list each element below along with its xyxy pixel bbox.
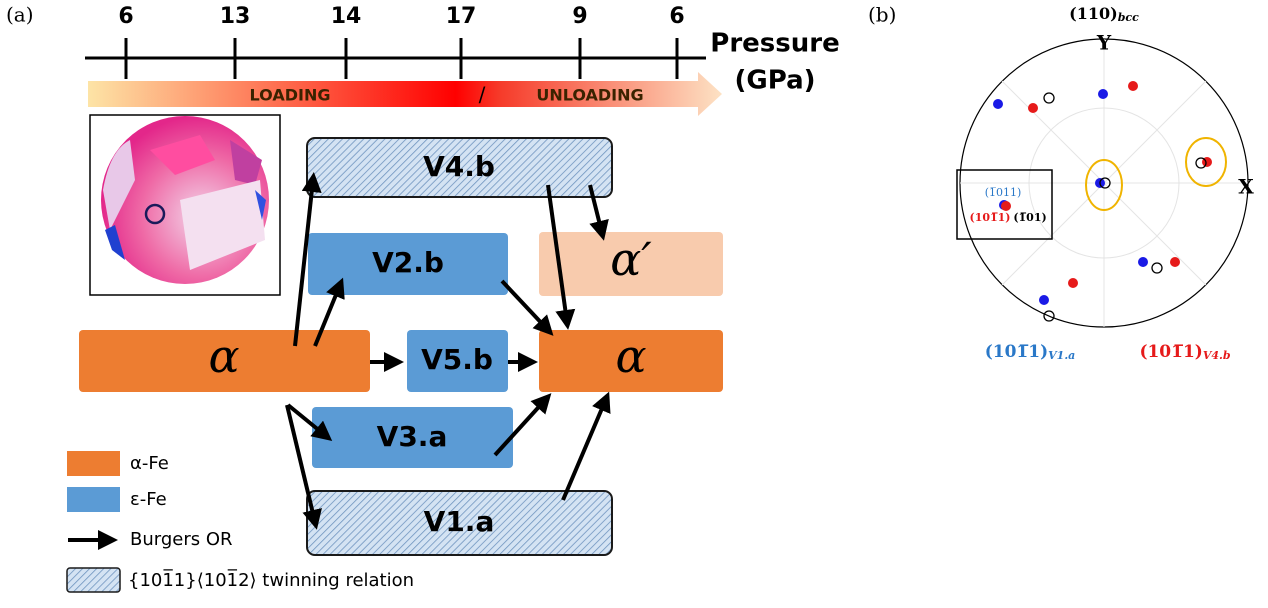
box-label: V3.a: [377, 420, 448, 453]
legend-label: Burgers OR: [130, 529, 233, 550]
unloading-label: UNLOADING: [536, 86, 643, 105]
legend-swatch: [67, 568, 120, 592]
pole-red: [1068, 278, 1078, 288]
panel-label: (a): [6, 3, 34, 27]
box-label: α: [208, 329, 239, 383]
pressure-tick-label: 6: [669, 4, 684, 29]
box-label: α′: [610, 232, 652, 286]
pole-blue: [993, 99, 1003, 109]
pole-open: [1152, 263, 1162, 273]
page: {"panel_a": { "label": "(a)", "pressure"…: [0, 0, 1268, 604]
legend-label: α-Fe: [130, 453, 169, 474]
box-label: V5.b: [421, 343, 493, 376]
inset-label-black: (1̅01): [1013, 211, 1046, 224]
legend-sub: V4.b: [1203, 349, 1231, 362]
loading-label: LOADING: [250, 86, 331, 105]
arrow: [563, 399, 606, 500]
pressure-tick-label: 17: [446, 4, 477, 29]
legend-swatch: [67, 487, 120, 512]
axis-label: Y: [1096, 31, 1112, 55]
pole-red: [1128, 81, 1138, 91]
pole-red: [1001, 201, 1011, 211]
pole-blue: [1039, 295, 1049, 305]
box-label: V1.a: [424, 505, 495, 538]
legend-text: (101̅1): [1139, 342, 1202, 362]
box-label: V2.b: [372, 246, 444, 279]
separator: /: [479, 83, 486, 107]
pole-text: (110): [1069, 4, 1118, 23]
pole-open: [1044, 93, 1054, 103]
pressure-tick-label: 14: [331, 4, 362, 29]
box-label: V4.b: [423, 150, 495, 183]
pressure-tick-label: 9: [572, 4, 587, 29]
pole-sub: bcc: [1118, 11, 1139, 24]
legend-label: {101̅1}⟨101̅2⟩ twinning relation: [128, 569, 414, 591]
pressure-title: Pressure: [710, 29, 839, 59]
inset-label-blue: (1̅011): [985, 186, 1022, 199]
box-label: α: [615, 329, 646, 383]
pole-blue: [1098, 89, 1108, 99]
pole-red: [1170, 257, 1180, 267]
legend-blue: (101̅1)V1.a: [985, 342, 1076, 363]
legend-label: ε-Fe: [130, 489, 167, 510]
legend-sub: V1.a: [1048, 349, 1075, 362]
pressure-tick-label: 6: [118, 4, 133, 29]
pole-blue: [1138, 257, 1148, 267]
pressure-tick-label: 13: [220, 4, 251, 29]
panel-label: (b): [868, 3, 896, 27]
pole-title: (110)bcc: [1069, 4, 1139, 25]
legend-red: (101̅1)V4.b: [1139, 342, 1230, 363]
ebsd-map: [101, 116, 269, 284]
axis-label: X: [1238, 175, 1254, 199]
pressure-title: (GPa): [734, 66, 815, 96]
pole-red: [1028, 103, 1038, 113]
poles: [993, 81, 1212, 321]
inset-label-red: (101̅1): [969, 211, 1010, 224]
legend-text: (101̅1): [985, 342, 1048, 362]
legend-swatch: [67, 451, 120, 476]
figure: (a) 6 13 14 17 9 6 Pressure (GPa) LOADIN…: [0, 0, 1268, 604]
